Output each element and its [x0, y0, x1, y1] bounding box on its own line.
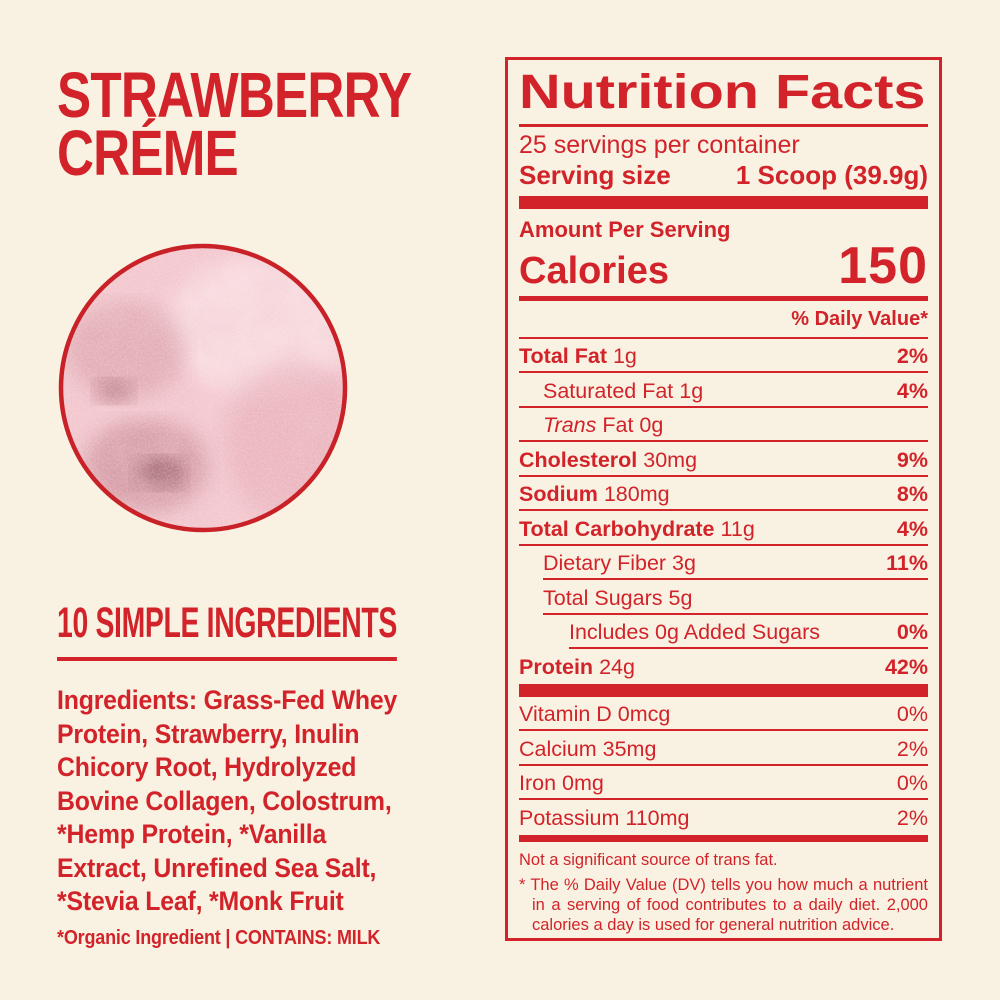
powder-photo-svg: [58, 243, 348, 533]
daily-value: 0%: [896, 620, 928, 644]
ingredients-line: Bovine Collagen, Colostrum,: [57, 785, 392, 816]
powder-image: [56, 241, 350, 535]
daily-value: 9%: [896, 447, 928, 472]
nutrient-row-trans-fat: Trans Fat 0g: [519, 408, 928, 443]
daily-value: 0%: [896, 771, 928, 795]
daily-value: 2%: [896, 344, 928, 368]
serving-size-label: Serving size: [519, 159, 671, 190]
organic-allergen-note: *Organic Ingredient | CONTAINS: MILK: [57, 927, 381, 949]
ingredients-line: Chicory Root, Hydrolyzed: [57, 752, 357, 782]
nutrient-row-added-sugars: Includes 0g Added Sugars 0%: [519, 615, 928, 650]
ingredients-line: *Hemp Protein, *Vanilla: [57, 819, 327, 849]
daily-value: 0%: [896, 702, 928, 726]
daily-value-header: % Daily Value*: [519, 301, 928, 339]
daily-value: 4%: [896, 516, 928, 541]
product-title-line1: STRAWBERRY: [57, 59, 412, 131]
serving-size-value: 1 Scoop (39.9g): [735, 159, 928, 190]
medium-divider: [519, 834, 928, 842]
nutrient-row-total-carbohydrate: Total Carbohydrate 11g 4%: [519, 511, 928, 546]
nutrition-facts-title: Nutrition Facts: [519, 66, 926, 119]
nutrient-row-cholesterol: Cholesterol 30mg 9%: [519, 442, 928, 477]
daily-value: 2%: [896, 805, 928, 830]
amount-per-serving-label: Amount Per Serving: [519, 216, 731, 242]
nutrient-row-saturated-fat: Saturated Fat 1g 4%: [519, 373, 928, 408]
ingredients-line: Ingredients: Grass-Fed Whey: [57, 685, 398, 715]
daily-value: 4%: [896, 378, 928, 403]
calories-row: Calories 150: [519, 236, 928, 295]
ingredients-line: Extract, Unrefined Sea Salt,: [57, 852, 377, 883]
nutrient-row-total-fat: Total Fat 1g 2%: [519, 339, 928, 374]
calories-value: 150: [838, 236, 928, 295]
servings-per-container: 25 servings per container: [519, 130, 800, 159]
nutrient-row-dietary-fiber: Dietary Fiber 3g 11%: [519, 546, 928, 581]
ingredients-line: Protein, Strawberry, Inulin: [57, 718, 360, 749]
nutrition-facts-panel: Nutrition Facts 25 servings per containe…: [505, 57, 942, 941]
nutrient-row-protein: Protein 24g 42%: [519, 654, 928, 679]
daily-value: 11%: [886, 551, 928, 575]
nutrient-row-sodium: Sodium 180mg 8%: [519, 477, 928, 512]
product-title-line2: CRÉME: [57, 117, 239, 189]
daily-value: 42%: [884, 654, 928, 679]
daily-value: 8%: [896, 482, 928, 506]
thick-divider: [519, 683, 928, 697]
vitamin-row-potassium: Potassium 110mg 2%: [519, 805, 928, 830]
vitamin-row-vitamin-d: Vitamin D 0mcg 0%: [519, 697, 928, 732]
footnote-daily-value: * The % Daily Value (DV) tells you how m…: [519, 875, 928, 934]
daily-value: 2%: [896, 736, 928, 761]
divider: [519, 124, 928, 127]
vitamin-row-iron: Iron 0mg 0%: [519, 766, 928, 801]
ingredients-heading: 10 SIMPLE INGREDIENTS: [57, 601, 397, 661]
thick-divider: [519, 195, 928, 209]
nutrient-row-total-sugars: Total Sugars 5g: [519, 580, 928, 615]
footnote-trans-fat: Not a significant source of trans fat.: [519, 850, 778, 869]
medium-divider: [519, 295, 928, 301]
product-title: STRAWBERRY CRÉME: [57, 59, 412, 189]
calories-label: Calories: [519, 249, 669, 292]
ingredients-line: *Stevia Leaf, *Monk Fruit: [57, 886, 344, 916]
ingredients-paragraph: Ingredients: Grass-Fed Whey Protein, Str…: [57, 684, 397, 919]
vitamin-row-calcium: Calcium 35mg 2%: [519, 731, 928, 766]
serving-size-row: Serving size 1 Scoop (39.9g): [519, 160, 928, 191]
